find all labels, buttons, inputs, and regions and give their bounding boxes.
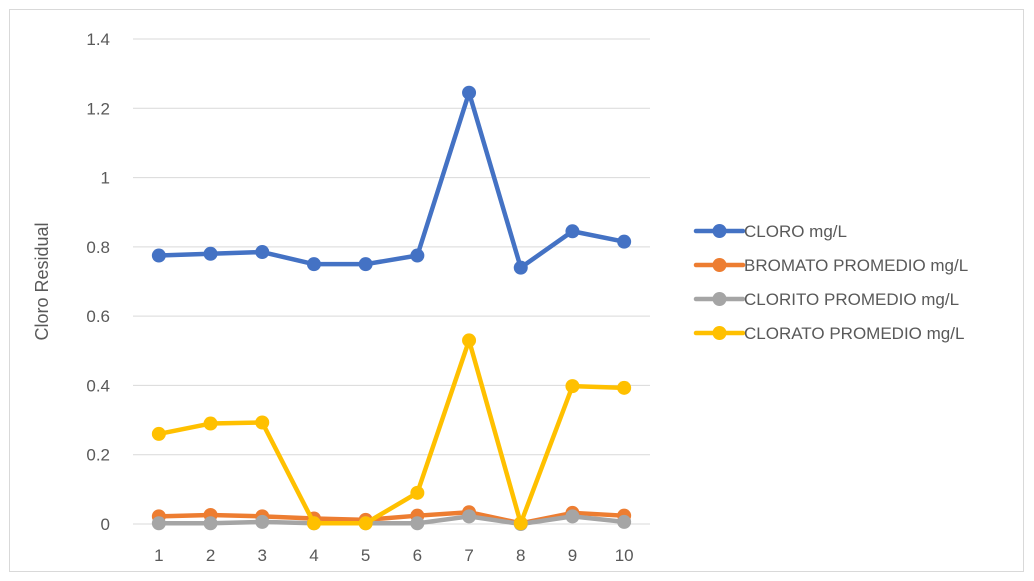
y-tick-label: 1: [101, 169, 110, 188]
series-1: [151, 85, 632, 275]
x-tick-label: 9: [568, 546, 577, 565]
gridlines: [133, 38, 650, 525]
data-point: [255, 514, 270, 529]
y-tick-label: 0: [101, 515, 110, 534]
data-point: [565, 379, 580, 394]
y-tick-label: 0.8: [86, 238, 110, 257]
y-tick-label: 0.2: [86, 446, 110, 465]
data-point: [513, 260, 528, 275]
data-point: [462, 509, 477, 524]
series-line: [156, 90, 627, 270]
data-point: [410, 248, 425, 263]
legend-swatch-marker: [712, 258, 727, 272]
legend-label: CLORATO PROMEDIO mg/L: [744, 324, 964, 343]
series-line: [156, 338, 627, 526]
y-tick-label: 0.4: [86, 376, 110, 395]
legend-swatch-marker: [712, 224, 727, 238]
chart-frame: 0 0.2 0.4 0.6 0.8 1 1.2 1.4 1 2 3 4 5 6 7 8 9 10 Cloro R…: [9, 9, 1024, 572]
data-point: [358, 516, 373, 531]
legend-item: CLORATO PROMEDIO mg/L: [693, 324, 964, 343]
series-line: [156, 514, 627, 527]
legend: CLORO mg/L BROMATO PROMEDIO mg/L CLORITO P…: [693, 222, 968, 343]
data-point: [617, 380, 632, 395]
data-point: [203, 246, 218, 261]
legend-label: CLORITO PROMEDIO mg/L: [744, 290, 959, 309]
data-point: [617, 234, 632, 249]
x-tick-label: 2: [206, 546, 215, 565]
x-tick-label: 6: [413, 546, 422, 565]
data-point: [151, 516, 166, 531]
y-axis-title: Cloro Residual: [32, 222, 52, 340]
legend-swatch-marker: [712, 326, 727, 340]
data-point: [513, 516, 528, 531]
legend-item: CLORO mg/L: [693, 222, 847, 241]
line-chart: 0 0.2 0.4 0.6 0.8 1 1.2 1.4 1 2 3 4 5 6 7 8 9 10 Cloro R…: [32, 30, 968, 565]
data-point: [462, 85, 477, 100]
legend-item: CLORITO PROMEDIO mg/L: [693, 290, 959, 309]
data-point: [617, 514, 632, 529]
data-point: [203, 516, 218, 531]
x-tick-label: 4: [309, 546, 318, 565]
x-tick-label: 3: [258, 546, 267, 565]
data-point: [462, 333, 477, 348]
data-point: [151, 248, 166, 263]
data-point: [306, 516, 321, 531]
series-3: [151, 509, 632, 531]
data-point: [565, 224, 580, 239]
legend-label: BROMATO PROMEDIO mg/L: [744, 256, 968, 275]
x-tick-label: 8: [516, 546, 525, 565]
data-point: [410, 516, 425, 531]
legend-label: CLORO mg/L: [744, 222, 847, 241]
series-lines: [151, 85, 632, 531]
y-tick-label: 1.2: [86, 99, 110, 118]
data-point: [255, 415, 270, 430]
x-axis-ticks: 1 2 3 4 5 6 7 8 9 10: [154, 546, 633, 565]
x-tick-label: 7: [464, 546, 473, 565]
data-point: [255, 245, 270, 260]
data-point: [565, 509, 580, 524]
legend-swatch-marker: [712, 292, 727, 306]
series-4: [151, 333, 632, 531]
y-tick-label: 0.6: [86, 307, 110, 326]
x-tick-label: 1: [154, 546, 163, 565]
data-point: [358, 257, 373, 272]
legend-item: BROMATO PROMEDIO mg/L: [693, 256, 968, 275]
y-axis-ticks: 0 0.2 0.4 0.6 0.8 1 1.2 1.4: [86, 30, 110, 534]
data-point: [410, 485, 425, 500]
x-tick-label: 10: [615, 546, 634, 565]
y-tick-label: 1.4: [86, 30, 110, 49]
x-tick-label: 5: [361, 546, 370, 565]
data-point: [151, 426, 166, 441]
data-point: [203, 416, 218, 431]
data-point: [306, 257, 321, 272]
